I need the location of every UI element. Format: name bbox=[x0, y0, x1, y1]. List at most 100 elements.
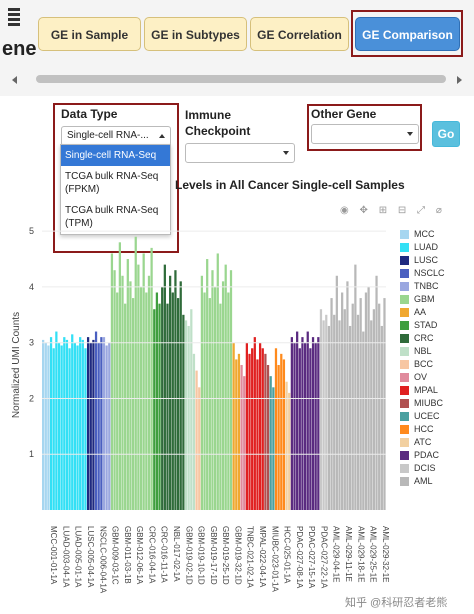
legend-item-bcc[interactable]: BCC bbox=[400, 358, 445, 371]
bar-crc[interactable] bbox=[179, 281, 182, 510]
bar-pdac[interactable] bbox=[317, 337, 320, 510]
legend-item-ov[interactable]: OV bbox=[400, 371, 445, 384]
bar-bcc[interactable] bbox=[195, 370, 198, 510]
bar-tnbc[interactable] bbox=[105, 345, 108, 510]
bar-aml[interactable] bbox=[362, 331, 365, 510]
bar-hcc[interactable] bbox=[274, 348, 278, 510]
bar-gbm[interactable] bbox=[129, 281, 132, 510]
bar-luad[interactable] bbox=[68, 348, 71, 510]
bar-nsclc[interactable] bbox=[94, 331, 98, 510]
bar-mpal[interactable] bbox=[256, 359, 259, 510]
bar-nbl[interactable] bbox=[184, 320, 188, 510]
bar-pdac[interactable] bbox=[306, 331, 309, 510]
legend-item-dcis[interactable]: DCIS bbox=[400, 462, 445, 475]
bar-aml[interactable] bbox=[383, 298, 386, 510]
horizontal-scrollbar[interactable] bbox=[12, 73, 462, 85]
bar-crc[interactable] bbox=[174, 270, 177, 510]
bar-ov[interactable] bbox=[240, 365, 243, 510]
bar-atc[interactable] bbox=[285, 381, 288, 510]
bar-nbl[interactable] bbox=[190, 309, 193, 510]
reset-icon[interactable]: ⌀ bbox=[435, 205, 442, 216]
bar-crc[interactable] bbox=[182, 314, 185, 510]
bar-gbm[interactable] bbox=[137, 264, 140, 510]
bar-crc[interactable] bbox=[176, 298, 180, 510]
legend-item-mpal[interactable]: MPAL bbox=[400, 384, 445, 397]
bar-mpal[interactable] bbox=[258, 342, 262, 510]
bar-gbm[interactable] bbox=[116, 292, 119, 511]
bar-gbm[interactable] bbox=[221, 281, 225, 510]
bar-luad[interactable] bbox=[76, 345, 79, 510]
bar-ucec[interactable] bbox=[272, 387, 275, 510]
bar-aml[interactable] bbox=[335, 275, 338, 510]
bar-gbm[interactable] bbox=[142, 253, 145, 510]
bar-pdac[interactable] bbox=[314, 342, 317, 510]
bar-luad[interactable] bbox=[65, 339, 69, 510]
bar-gbm[interactable] bbox=[134, 236, 137, 511]
bar-aml[interactable] bbox=[327, 325, 331, 510]
bar-gbm[interactable] bbox=[211, 270, 214, 510]
bar-gbm[interactable] bbox=[131, 298, 135, 510]
scroll-right-icon[interactable] bbox=[457, 76, 462, 84]
bar-mpal[interactable] bbox=[245, 342, 248, 510]
bar-aml[interactable] bbox=[330, 298, 333, 510]
bar-aml[interactable] bbox=[348, 325, 352, 510]
bar-mcc[interactable] bbox=[42, 339, 45, 510]
scroll-left-icon[interactable] bbox=[12, 76, 17, 84]
bar-atc[interactable] bbox=[288, 392, 291, 510]
bar-pdac[interactable] bbox=[301, 337, 304, 510]
bar-hcc[interactable] bbox=[277, 365, 280, 510]
bar-gbm[interactable] bbox=[227, 292, 230, 511]
legend-item-miubc[interactable]: MIUBC bbox=[400, 397, 445, 410]
legend-item-tnbc[interactable]: TNBC bbox=[400, 280, 445, 293]
camera-icon[interactable]: ◉ bbox=[340, 205, 349, 216]
bar-gbm[interactable] bbox=[203, 292, 206, 511]
bar-gbm[interactable] bbox=[126, 259, 129, 510]
bar-aa[interactable] bbox=[235, 359, 238, 510]
bar-lusc[interactable] bbox=[92, 339, 95, 510]
bar-aml[interactable] bbox=[380, 325, 383, 510]
bar-nbl[interactable] bbox=[192, 353, 196, 510]
bar-luad[interactable] bbox=[73, 342, 76, 510]
bar-aml[interactable] bbox=[372, 309, 376, 510]
bar-gbm[interactable] bbox=[216, 253, 219, 510]
bar-gbm[interactable] bbox=[124, 303, 127, 510]
bar-mpal[interactable] bbox=[248, 353, 251, 510]
legend-item-luad[interactable]: LUAD bbox=[400, 241, 445, 254]
bar-mpal[interactable] bbox=[251, 348, 254, 510]
bar-gbm[interactable] bbox=[113, 270, 116, 510]
bar-luad[interactable] bbox=[57, 342, 61, 510]
bar-aa[interactable] bbox=[237, 353, 241, 510]
legend-item-crc[interactable]: CRC bbox=[400, 332, 445, 345]
bar-mpal[interactable] bbox=[253, 337, 256, 510]
bar-gbm[interactable] bbox=[150, 247, 153, 510]
bar-mcc[interactable] bbox=[44, 342, 47, 510]
tab-ge-in-subtypes[interactable]: GE in Subtypes bbox=[144, 17, 247, 51]
legend-item-hcc[interactable]: HCC bbox=[400, 423, 445, 436]
bar-luad[interactable] bbox=[71, 334, 74, 510]
go-button[interactable]: Go bbox=[432, 121, 460, 147]
bar-crc[interactable] bbox=[171, 292, 174, 511]
bar-mcc[interactable] bbox=[47, 345, 50, 510]
bar-ucec[interactable] bbox=[269, 376, 272, 510]
bar-crc[interactable] bbox=[169, 275, 172, 510]
bar-aml[interactable] bbox=[346, 281, 349, 510]
tab-ge-comparison[interactable]: GE Comparison bbox=[355, 17, 460, 51]
tab-ge-correlation[interactable]: GE Correlation bbox=[250, 17, 349, 51]
autoscale-icon[interactable]: ⤢ bbox=[417, 205, 426, 216]
bar-gbm[interactable] bbox=[229, 270, 233, 510]
bar-aml[interactable] bbox=[338, 320, 341, 510]
bar-tnbc[interactable] bbox=[108, 342, 111, 510]
other-gene-select[interactable] bbox=[311, 124, 419, 144]
bar-stad[interactable] bbox=[158, 303, 161, 510]
bar-gbm[interactable] bbox=[219, 303, 222, 510]
bar-luad[interactable] bbox=[52, 348, 55, 510]
bar-aml[interactable] bbox=[354, 264, 357, 510]
option-tcga-fpkm[interactable]: TCGA bulk RNA-Seq (FPKM) bbox=[65, 171, 159, 195]
bar-pdac[interactable] bbox=[309, 348, 312, 510]
bar-gbm[interactable] bbox=[145, 292, 148, 511]
legend-item-aa[interactable]: AA bbox=[400, 306, 445, 319]
bar-luad[interactable] bbox=[81, 339, 84, 510]
bar-nsclc[interactable] bbox=[97, 342, 100, 510]
bar-miubc[interactable] bbox=[266, 365, 270, 510]
bar-lusc[interactable] bbox=[89, 342, 92, 510]
